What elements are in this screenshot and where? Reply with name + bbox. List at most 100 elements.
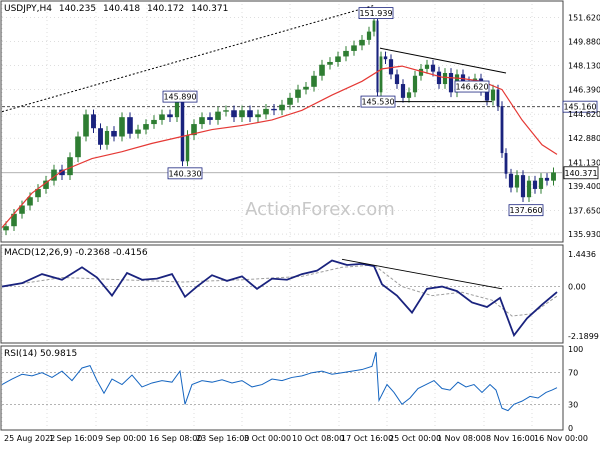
candle-body [295,89,301,98]
candle-body [67,157,73,176]
candle-body [496,89,500,107]
price-label-text: 145.160 [563,103,596,112]
price-tick-label: 141.130 [568,158,600,167]
price-label-box [358,7,394,20]
candle-body [98,128,103,145]
rsi-line [1,352,558,412]
candle-body [75,136,81,158]
price-label-text: 146.620 [455,83,488,92]
candle-body [544,177,550,181]
symbol-label: USDJPY,H4 [4,4,52,14]
candle-body [412,75,418,93]
price-tick-label: 151.620 [568,14,600,23]
macd-panel-frame [0,244,564,344]
price-label-box [562,100,598,113]
candle-body [538,177,544,189]
price-tick-label: 148.130 [568,62,600,71]
candle-body [11,213,17,227]
candle-body [119,117,125,137]
candle-body [424,64,430,69]
candle-body [520,175,526,198]
candle-body [379,56,383,93]
price-tick-label: 146.390 [568,86,600,95]
last-price-tag-box [563,166,599,180]
price-plot: 151.939 145.890 145.530 140.330 146.620 137.6… [1,4,599,236]
candle-body [59,169,65,176]
candle-body [199,117,205,125]
candle-body [394,74,400,85]
macd-tick-label: -2.1899 [568,332,599,341]
rsi-tick-label: 30 [568,400,578,409]
candle-body [526,180,532,198]
macd-tick-label: 1.4436 [568,250,596,259]
watermark: ActionForex.com [245,199,395,220]
candle-body [35,188,41,198]
macd-tick-label: 0.00 [568,283,586,292]
candle-body [514,175,520,188]
ohlc-close: 140.371 [191,4,228,14]
candle-body [504,153,508,174]
candle-body [174,100,180,118]
price-label-box [162,90,198,103]
candle-body [400,84,406,98]
candle-body [135,129,141,134]
ohlc-high: 140.418 [103,4,140,14]
candle-body [207,117,213,120]
candle-body [167,114,173,118]
candle-body [343,50,349,57]
rsi-label: RSI(14) 50.9815 [4,349,77,359]
candle-body [255,114,261,118]
candle-body [143,124,149,130]
macd-plot [1,258,558,338]
candle-body [442,73,448,85]
price-tick-label: 144.620 [568,110,600,119]
candle-body [551,172,556,181]
candle-body [263,108,269,115]
candle-body [335,56,341,62]
ohlc-low: 140.172 [147,4,184,14]
rsi-tick-label: 100 [568,345,583,354]
candle-body [223,110,229,112]
macd-trendline [341,258,503,290]
x-tick-label: 10 Oct 08:00 [292,434,344,443]
candle-body [484,90,490,101]
candle-body [383,56,388,60]
candle-body [508,173,514,188]
x-tick-label: 1 Sep 16:00 [49,434,97,443]
candle-body [185,135,190,162]
price-tick-label: 139.400 [568,182,600,191]
candle-body [111,130,117,137]
candle-body [180,100,185,162]
x-tick-label: 25 Aug 2022 [4,434,55,443]
candle-body [27,197,33,206]
x-tick-label: 23 Sep 16:00 [196,434,249,443]
candle-body [279,104,285,111]
price-tick-label: 137.650 [568,206,600,215]
candle-body [51,169,57,181]
candle-body [191,124,197,136]
candle-body [366,31,372,40]
candle-body [500,106,504,154]
candle-body [490,89,496,101]
price-label-box [360,95,396,108]
candle-body [215,111,221,120]
candle-body [43,180,49,189]
rsi-tick-label: 0 [568,424,573,433]
trendline [379,47,507,74]
trendline [1,4,375,113]
x-tick-label: 17 Oct 16:00 [341,434,393,443]
price-label-text: 145.530 [361,98,394,107]
candle-body [327,61,333,65]
rsi-plot [1,352,558,412]
x-tick-label: 16 Nov 00:00 [534,434,588,443]
candle-body [460,74,466,82]
price-label-box [167,167,203,180]
candle-body [388,59,394,75]
candle-body [247,110,253,118]
candle-body [91,114,96,129]
price-label-box [508,204,544,217]
candle-body [406,92,412,98]
x-tick-label: 9 Sep 00:00 [98,434,146,443]
candle-body [104,130,110,145]
